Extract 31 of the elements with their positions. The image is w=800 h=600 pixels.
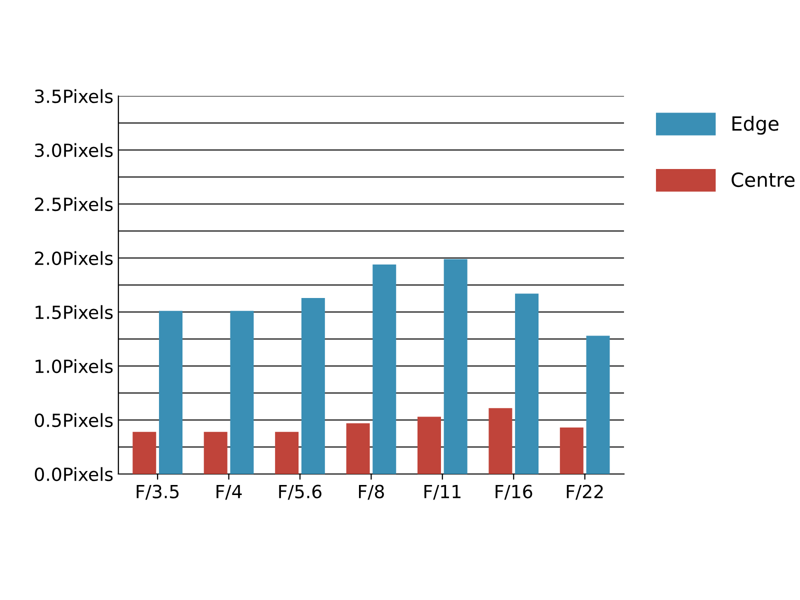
y-tick-label: 2.0Pixels — [34, 251, 113, 266]
x-tick-label: F/16 — [496, 484, 532, 500]
bar — [275, 432, 299, 474]
x-tick-label: F/5.6 — [279, 484, 322, 500]
bar — [515, 294, 539, 474]
y-tick-label: 1.5Pixels — [36, 305, 113, 320]
y-tick-label: 3.0Pixels — [35, 143, 113, 158]
x-tick-label: F/11 — [424, 484, 460, 500]
bar — [132, 432, 156, 474]
legend-label: Edge — [732, 116, 778, 135]
bar — [560, 428, 584, 474]
bar — [444, 259, 468, 474]
legend-label: Centre — [732, 172, 795, 188]
bar — [586, 336, 610, 474]
y-tick-label: 3.5Pixels — [35, 89, 113, 104]
x-tick-label: F/4 — [216, 484, 242, 500]
y-tick-label: 0.5Pixels — [34, 413, 113, 428]
bar — [372, 264, 396, 474]
bar — [158, 310, 182, 474]
bar — [204, 432, 228, 474]
y-tick-label: 0.0Pixels — [34, 467, 113, 482]
x-tick-label: F/8 — [358, 484, 384, 500]
bar — [346, 423, 370, 474]
bar — [488, 408, 512, 474]
bar — [301, 298, 325, 474]
y-tick-label: 2.5Pixels — [34, 197, 113, 212]
y-tick-label: 1.0Pixels — [36, 359, 113, 374]
x-tick-label: F/3.5 — [136, 484, 179, 500]
bar — [230, 310, 254, 474]
bar — [417, 416, 441, 474]
x-tick-label: F/22 — [566, 484, 603, 500]
